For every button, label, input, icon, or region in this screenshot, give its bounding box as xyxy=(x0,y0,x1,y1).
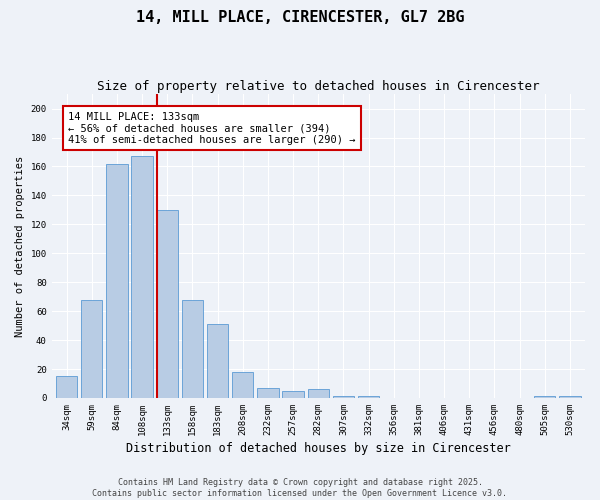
Text: 14, MILL PLACE, CIRENCESTER, GL7 2BG: 14, MILL PLACE, CIRENCESTER, GL7 2BG xyxy=(136,10,464,25)
Bar xyxy=(308,390,329,398)
Text: 14 MILL PLACE: 133sqm
← 56% of detached houses are smaller (394)
41% of semi-det: 14 MILL PLACE: 133sqm ← 56% of detached … xyxy=(68,112,355,144)
Bar xyxy=(157,210,178,398)
Bar xyxy=(56,376,77,398)
Title: Size of property relative to detached houses in Cirencester: Size of property relative to detached ho… xyxy=(97,80,539,93)
Bar xyxy=(257,388,278,398)
Bar xyxy=(232,372,253,398)
Y-axis label: Number of detached properties: Number of detached properties xyxy=(15,156,25,336)
Bar xyxy=(358,396,379,398)
Bar xyxy=(131,156,153,398)
X-axis label: Distribution of detached houses by size in Cirencester: Distribution of detached houses by size … xyxy=(126,442,511,455)
Text: Contains HM Land Registry data © Crown copyright and database right 2025.
Contai: Contains HM Land Registry data © Crown c… xyxy=(92,478,508,498)
Bar xyxy=(182,300,203,398)
Bar xyxy=(106,164,128,398)
Bar xyxy=(81,300,103,398)
Bar xyxy=(207,324,229,398)
Bar xyxy=(333,396,354,398)
Bar xyxy=(283,390,304,398)
Bar xyxy=(559,396,581,398)
Bar xyxy=(534,396,556,398)
